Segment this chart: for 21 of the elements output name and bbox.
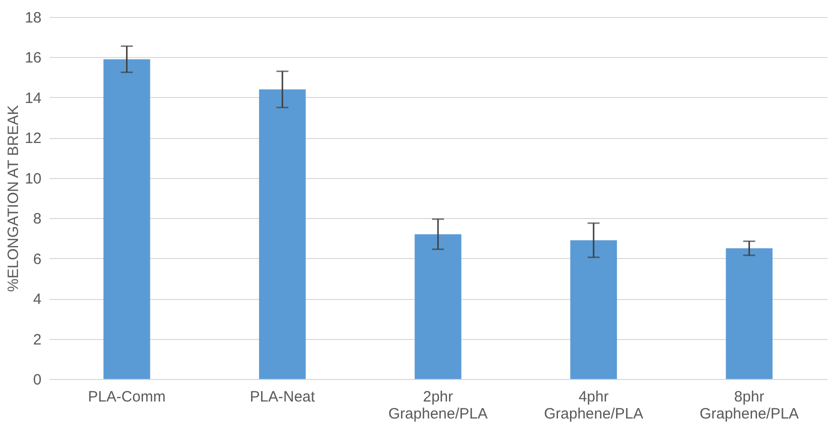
x-tick-label: PLA-Neat: [250, 388, 316, 406]
x-tick-label: PLA-Comm: [88, 388, 166, 406]
y-tick-label: 16: [24, 50, 42, 67]
y-tick-label: 2: [33, 331, 42, 348]
x-tick-label: 4phr Graphene/PLA: [544, 388, 644, 422]
bar: [414, 234, 462, 379]
bar: [259, 89, 306, 379]
y-axis-title: %ELONGATION AT BREAK: [4, 105, 22, 292]
bar: [726, 248, 773, 379]
y-tick-label: 4: [33, 291, 42, 308]
y-tick-label: 6: [33, 250, 42, 268]
y-tick-label: 10: [24, 170, 42, 188]
bar: [570, 240, 617, 379]
y-tick-label: 8: [33, 210, 42, 228]
y-tick-label: 0: [33, 372, 42, 388]
y-tick-label: 14: [24, 90, 42, 107]
x-tick-label: 2phr Graphene/PLA: [388, 388, 488, 422]
x-tick-label: 8phr Graphene/PLA: [700, 388, 799, 422]
y-tick-label: 12: [24, 130, 42, 148]
bar: [103, 59, 150, 379]
y-tick-label: 18: [24, 10, 42, 26]
